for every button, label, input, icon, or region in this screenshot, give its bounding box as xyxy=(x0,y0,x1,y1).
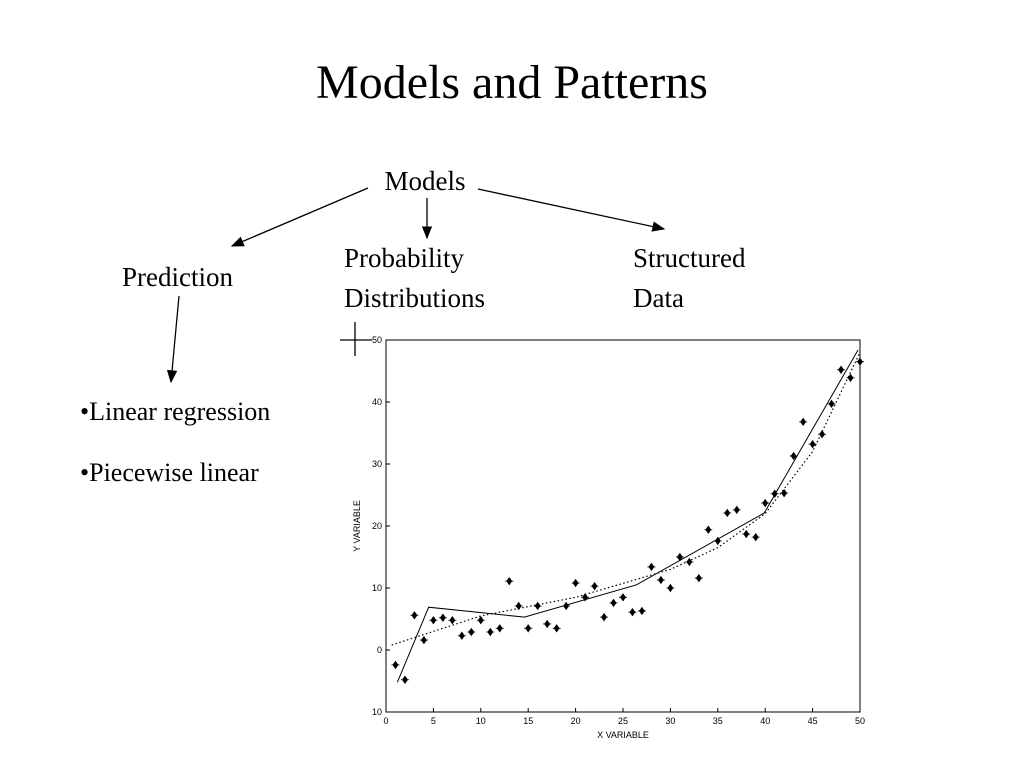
node-label: Probability xyxy=(344,243,464,273)
point xyxy=(770,489,779,498)
point xyxy=(723,508,732,518)
node-label: Models xyxy=(385,166,466,196)
node-label: Distributions xyxy=(344,283,485,313)
y-tick-label: 50 xyxy=(372,335,382,345)
arrow xyxy=(166,295,180,384)
point xyxy=(438,613,447,622)
point xyxy=(666,583,675,593)
point xyxy=(619,593,627,602)
point xyxy=(552,624,561,633)
x-tick-label: 20 xyxy=(571,716,581,726)
point xyxy=(609,598,618,608)
point xyxy=(571,578,580,588)
y-tick-label: 0 xyxy=(377,645,382,655)
x-tick-label: 10 xyxy=(476,716,486,726)
point xyxy=(761,498,770,508)
point xyxy=(514,601,523,611)
fit-line xyxy=(396,349,859,683)
point xyxy=(685,557,694,567)
point xyxy=(704,525,713,534)
point xyxy=(600,612,609,622)
point xyxy=(533,601,542,611)
arrow xyxy=(230,187,369,247)
y-tick-label: 30 xyxy=(372,459,382,469)
point xyxy=(476,616,485,625)
point xyxy=(505,576,514,586)
point xyxy=(590,581,599,591)
x-tick-label: 40 xyxy=(760,716,770,726)
point xyxy=(495,624,504,633)
point xyxy=(818,430,827,439)
point xyxy=(524,624,533,633)
x-tick-label: 35 xyxy=(713,716,723,726)
point xyxy=(543,619,552,629)
node-label: Prediction xyxy=(122,262,233,292)
point xyxy=(467,627,476,637)
node-label: Structured xyxy=(633,243,746,273)
arrow xyxy=(477,188,666,232)
node-label: Data xyxy=(633,283,684,313)
x-axis-label: X VARIABLE xyxy=(597,730,649,740)
point xyxy=(419,635,428,645)
point xyxy=(429,616,438,625)
point xyxy=(647,562,656,572)
point xyxy=(448,616,457,625)
y-tick-label: 10 xyxy=(372,707,382,717)
point xyxy=(486,627,495,637)
point xyxy=(694,573,703,583)
y-tick-label: 40 xyxy=(372,397,382,407)
point xyxy=(808,439,817,449)
point xyxy=(846,373,855,383)
bullet: •Piecewise linear xyxy=(80,458,259,487)
x-tick-label: 45 xyxy=(808,716,818,726)
x-tick-label: 15 xyxy=(523,716,533,726)
point xyxy=(742,529,751,539)
point xyxy=(628,607,637,617)
slide-title: Models and Patterns xyxy=(316,56,708,109)
point xyxy=(799,417,808,427)
x-tick-label: 5 xyxy=(431,716,436,726)
point xyxy=(457,631,466,640)
y-tick-label: 20 xyxy=(372,521,382,531)
x-tick-label: 50 xyxy=(855,716,865,726)
x-tick-label: 25 xyxy=(618,716,628,726)
bullet: •Linear regression xyxy=(80,397,270,426)
x-tick-label: 30 xyxy=(665,716,675,726)
point xyxy=(789,451,798,461)
y-tick-label: 10 xyxy=(372,583,382,593)
point xyxy=(637,606,646,616)
point xyxy=(675,552,684,562)
arrows xyxy=(166,187,666,384)
point xyxy=(581,593,590,602)
point xyxy=(856,357,864,366)
x-tick-label: 0 xyxy=(383,716,388,726)
point xyxy=(751,532,760,542)
point xyxy=(827,399,836,409)
plot-frame xyxy=(385,339,861,713)
point xyxy=(410,611,419,620)
point xyxy=(656,575,665,585)
point xyxy=(732,505,741,515)
y-axis-label: Y VARIABLE xyxy=(352,500,362,552)
point xyxy=(837,365,846,374)
point xyxy=(780,488,789,498)
point xyxy=(400,675,409,684)
point xyxy=(391,660,400,670)
fit-line xyxy=(391,352,861,646)
